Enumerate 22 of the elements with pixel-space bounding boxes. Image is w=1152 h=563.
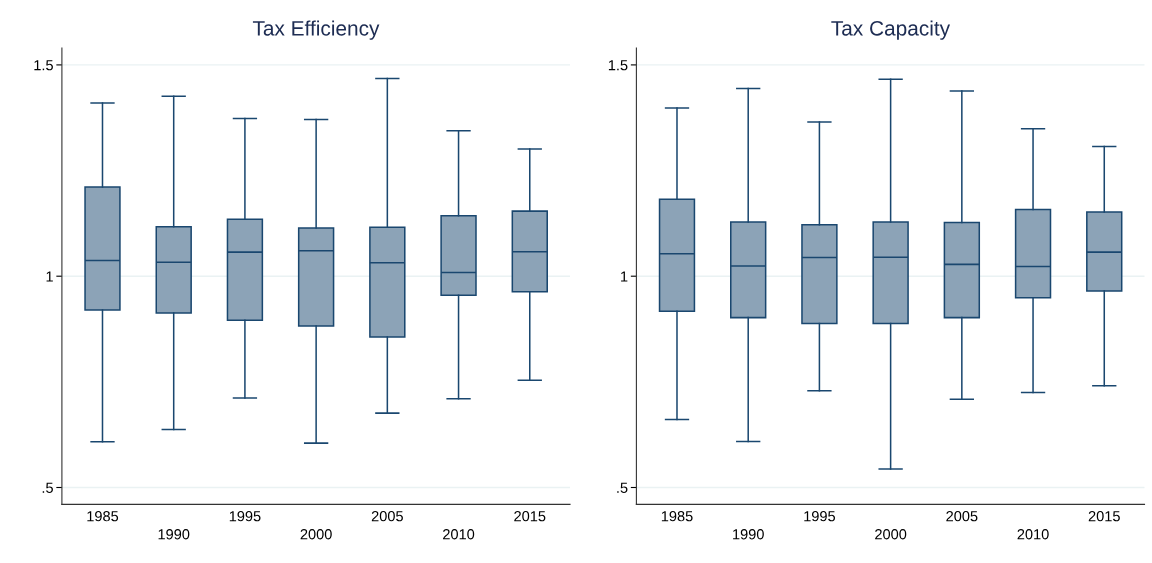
x-tick-label: 2015	[1088, 511, 1120, 522]
chart-title: Tax Capacity	[831, 20, 951, 40]
x-tick-label: 1985	[661, 511, 693, 522]
chart-title: Tax Efficiency	[252, 20, 380, 40]
y-tick-label: 1	[46, 271, 53, 282]
x-tick-label: 2015	[514, 511, 546, 522]
x-tick-label: 1995	[804, 511, 836, 522]
x-tick-label: 2010	[443, 529, 475, 540]
y-tick-label: 1.5	[608, 60, 628, 71]
x-tick-label: 2005	[946, 511, 978, 522]
x-tick-label: 2000	[300, 529, 332, 540]
y-tick-label: 1.5	[34, 60, 53, 71]
x-tick-label: 1990	[158, 529, 190, 540]
x-tick-label: 1985	[87, 511, 119, 522]
y-tick-label: 1	[621, 271, 628, 282]
x-tick-label: 2005	[371, 511, 403, 522]
x-tick-label: 1995	[229, 511, 261, 522]
y-tick-label: .5	[42, 482, 53, 493]
x-tick-label: 2010	[1017, 529, 1049, 540]
y-tick-label: .5	[617, 482, 628, 493]
x-tick-label: 1990	[733, 529, 764, 540]
x-tick-label: 2000	[875, 529, 907, 540]
